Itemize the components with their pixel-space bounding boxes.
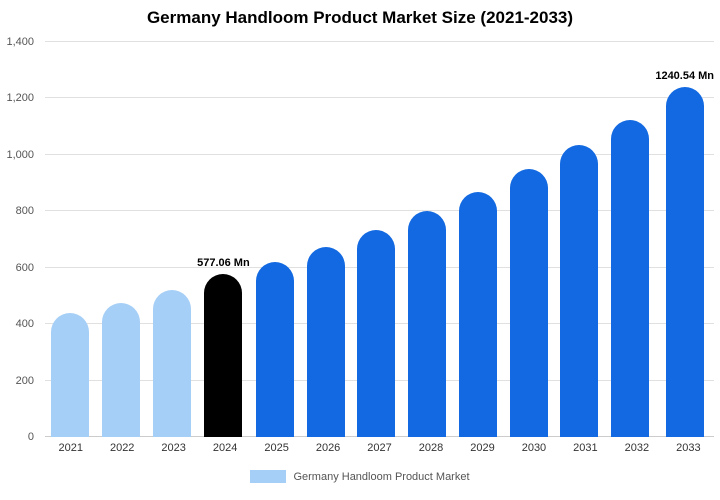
- bars-layer: 577.06 Mn 1240.54 Mn: [45, 42, 714, 437]
- y-axis-tick-label: 1,400: [6, 36, 34, 48]
- gridline-1400: [45, 41, 714, 42]
- x-axis-label-2033: 2033: [676, 442, 701, 454]
- bar-slot-2022: [96, 42, 147, 437]
- y-axis-tick-label: 800: [15, 205, 34, 218]
- bar-slot-2021: [45, 42, 96, 437]
- x-axis-label-2024: 2024: [212, 442, 238, 454]
- y-axis-tick-label: 400: [15, 318, 34, 331]
- bar-2025: [256, 262, 295, 437]
- bar-slot-2029: [453, 42, 504, 437]
- bar-2033: [665, 87, 704, 437]
- x-axis-label-2029: 2029: [470, 442, 495, 454]
- legend-swatch: [250, 470, 287, 483]
- gridline-800: [45, 210, 714, 212]
- bar-2028: [408, 211, 447, 437]
- gridline-1200: [45, 97, 714, 99]
- x-axis-label-2026: 2026: [315, 442, 341, 454]
- y-axis: 0 200 400 600 800 1,000 1,200 1,400: [0, 36, 38, 443]
- x-axis-label-2031: 2031: [573, 442, 598, 454]
- annotation-label-2024: 577.06 Mn: [197, 257, 250, 270]
- bar-2023: [152, 290, 191, 437]
- legend: Germany Handloom Product Market: [0, 470, 720, 483]
- legend-label: Germany Handloom Product Market: [293, 470, 470, 483]
- gridline-1000: [45, 153, 714, 155]
- bar-2027: [357, 229, 396, 437]
- bar-2029: [458, 191, 497, 437]
- annotation-label-2033: 1240.54 Mn: [655, 70, 715, 82]
- bar-2022: [102, 302, 141, 437]
- bar-slot-2033: 1240.54 Mn: [655, 42, 714, 437]
- x-axis-label-2023: 2023: [161, 442, 186, 454]
- bar-slot-2027: [351, 42, 402, 437]
- x-axis-label-2022: 2022: [109, 442, 135, 454]
- x-axis: 2021 2022 2023 2024 2025 2026 2027 2028 2029 2030…: [45, 442, 714, 454]
- chart-title: Germany Handloom Product Market Size (20…: [146, 8, 574, 27]
- y-axis-tick-label: 1,000: [6, 148, 34, 161]
- plot-area: 577.06 Mn 1240.54 Mn: [45, 41, 714, 437]
- y-axis-tick-label: 200: [15, 374, 34, 387]
- bar-slot-2030: [503, 42, 554, 437]
- y-axis-tick-label: 0: [27, 431, 34, 443]
- bar-2026: [306, 247, 345, 437]
- x-axis-label-2027: 2027: [367, 442, 392, 454]
- bar-slot-2032: [605, 42, 656, 437]
- bar-2030: [509, 168, 548, 437]
- bar-2031: [560, 144, 599, 437]
- bar-2024: [204, 274, 243, 437]
- bar-slot-2025: [250, 42, 301, 437]
- bar-slot-2026: [300, 42, 351, 437]
- x-axis-label-2032: 2032: [624, 442, 650, 454]
- bar-slot-2028: [402, 42, 453, 437]
- x-axis-label-2021: 2021: [58, 442, 83, 454]
- x-axis-label-2030: 2030: [521, 442, 547, 454]
- y-axis-tick-label: 1,200: [6, 92, 34, 105]
- bar-slot-2031: [554, 42, 605, 437]
- x-axis-label-2025: 2025: [264, 442, 289, 454]
- bar-slot-2023: [146, 42, 197, 437]
- y-axis-tick-label: 600: [15, 261, 34, 274]
- bar-slot-2024: 577.06 Mn: [197, 42, 250, 437]
- x-axis-label-2028: 2028: [418, 442, 444, 454]
- bar-2021: [51, 312, 90, 437]
- bar-2032: [610, 119, 649, 437]
